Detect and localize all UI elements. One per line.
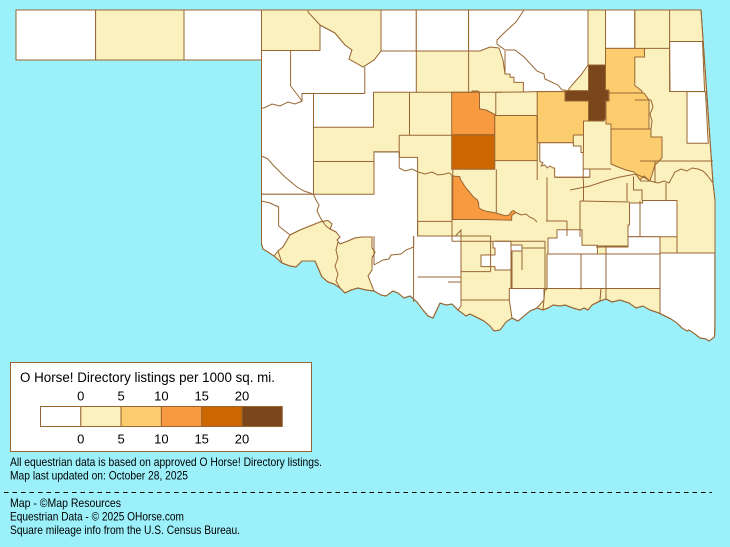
- svg-text:5: 5: [117, 389, 124, 404]
- svg-text:O Horse! Directory listings pe: O Horse! Directory listings per 1000 sq.…: [20, 370, 275, 385]
- svg-text:Equestrian Data - © 2025 OHors: Equestrian Data - © 2025 OHorse.com: [10, 510, 184, 524]
- svg-text:15: 15: [194, 432, 208, 447]
- svg-text:Map - ©Map Resources: Map - ©Map Resources: [10, 496, 121, 510]
- svg-text:Map last updated on: October 2: Map last updated on: October 28, 2025: [10, 469, 188, 483]
- svg-text:10: 10: [154, 389, 168, 404]
- svg-text:15: 15: [194, 389, 208, 404]
- svg-text:0: 0: [77, 432, 84, 447]
- svg-text:10: 10: [154, 432, 168, 447]
- svg-text:20: 20: [235, 432, 249, 447]
- svg-text:All equestrian data is based o: All equestrian data is based on approved…: [10, 455, 322, 469]
- svg-text:20: 20: [235, 389, 249, 404]
- svg-text:Square mileage info from the U: Square mileage info from the U.S. Census…: [10, 523, 240, 537]
- svg-text:0: 0: [77, 389, 84, 404]
- svg-text:5: 5: [117, 432, 124, 447]
